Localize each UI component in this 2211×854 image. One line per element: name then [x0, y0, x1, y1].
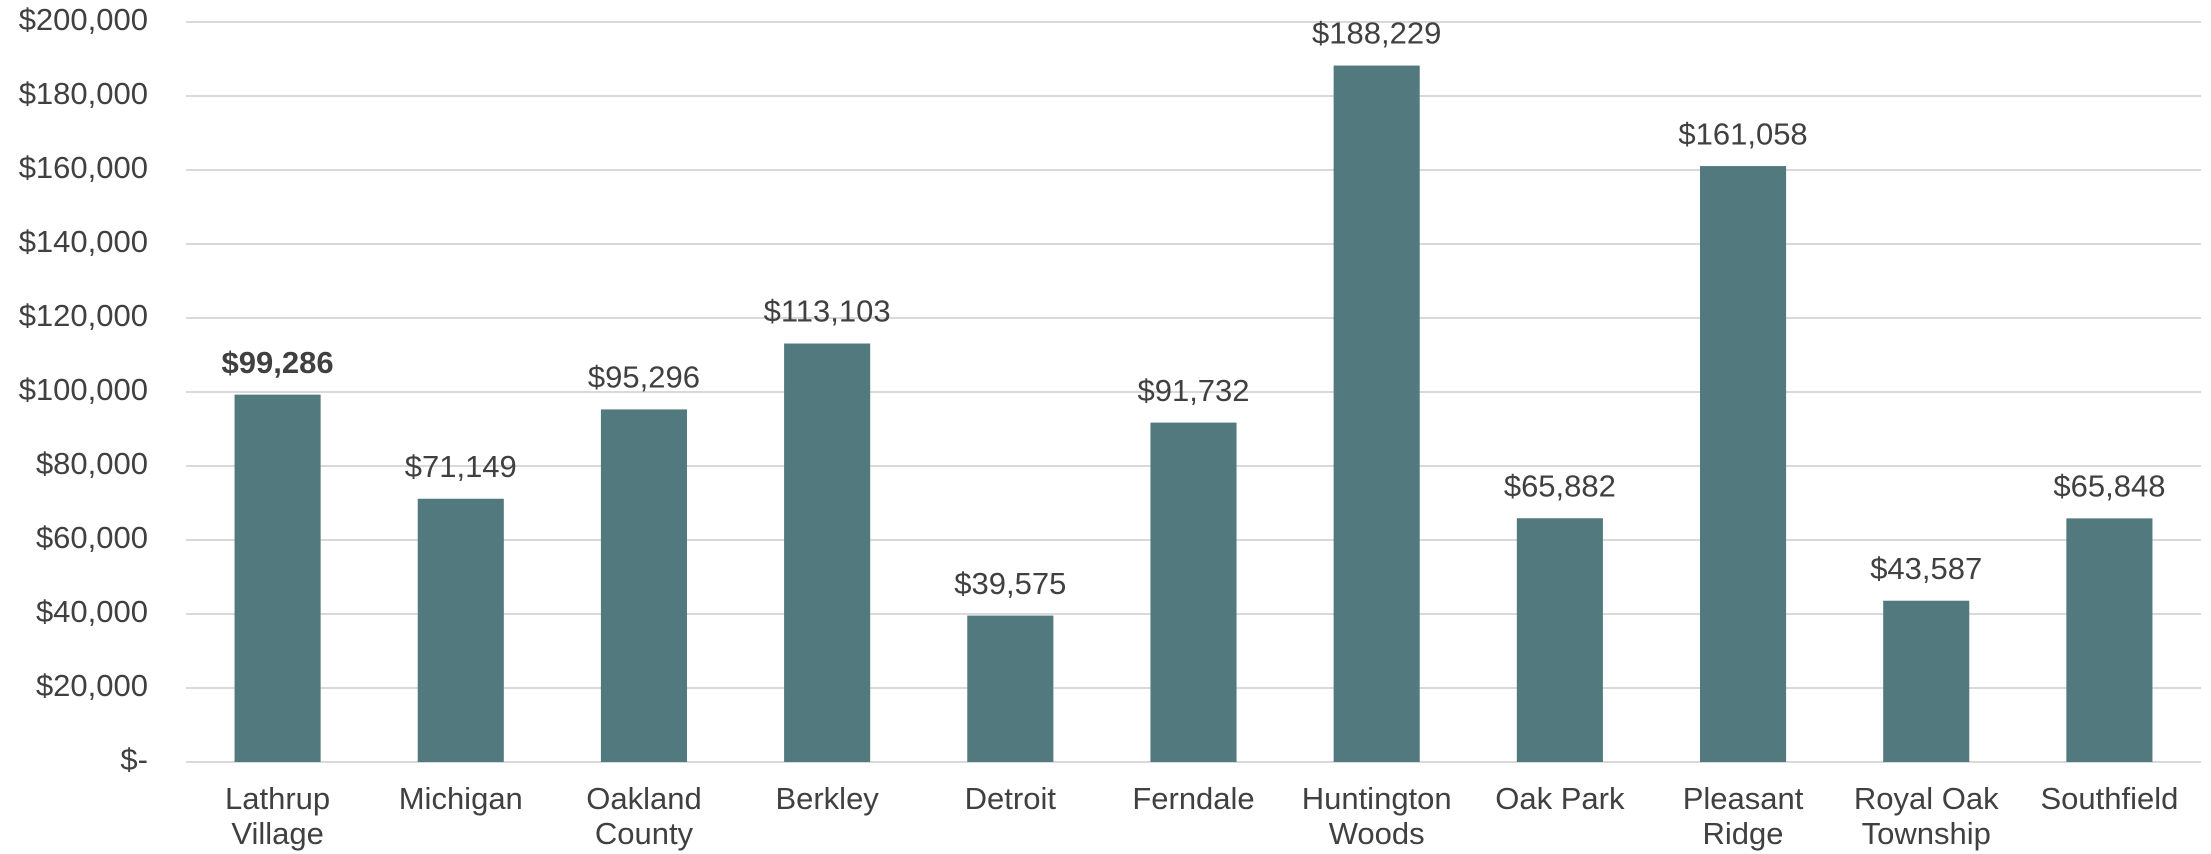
x-tick-label: Lathrup Village: [225, 781, 330, 851]
bar: [1516, 518, 1603, 762]
y-tick-label: $100,000: [19, 372, 148, 407]
data-label: $161,058: [1678, 116, 1807, 151]
bar: [784, 343, 871, 762]
x-tick-label: Huntington Woods: [1302, 781, 1452, 851]
bar: [967, 615, 1054, 762]
y-tick-label: $-: [120, 742, 148, 777]
data-label: $99,286: [222, 345, 334, 380]
y-tick-label: $200,000: [19, 2, 148, 37]
bar: [234, 394, 321, 762]
x-tick-label: Berkley: [775, 781, 879, 816]
data-label: $43,587: [1870, 551, 1982, 586]
x-tick-label: Oakland County: [586, 781, 701, 851]
x-tick-label: Ferndale: [1132, 781, 1254, 816]
bar: [2066, 518, 2153, 762]
x-tick-label: Southfield: [2040, 781, 2178, 816]
bar: [1150, 422, 1237, 762]
data-label: $188,229: [1312, 16, 1441, 51]
bar: [1333, 65, 1420, 763]
data-label: $113,103: [764, 294, 891, 329]
x-tick-label: Royal Oak Township: [1854, 781, 1999, 851]
data-label: $95,296: [588, 360, 700, 395]
bar: [1883, 600, 1970, 762]
data-label: $71,149: [405, 449, 517, 484]
bar: [600, 409, 688, 762]
data-label: $91,732: [1137, 373, 1249, 408]
data-label: $39,575: [954, 566, 1066, 601]
data-label: $65,882: [1504, 468, 1616, 503]
y-tick-label: $140,000: [19, 224, 148, 259]
x-tick-label: Oak Park: [1495, 781, 1625, 816]
y-tick-label: $180,000: [19, 76, 148, 111]
bar: [417, 498, 504, 762]
x-tick-label: Pleasant Ridge: [1683, 781, 1804, 851]
bar: [1699, 166, 1787, 763]
y-tick-label: $20,000: [36, 668, 148, 703]
y-tick-label: $80,000: [36, 446, 148, 481]
x-tick-label: Michigan: [399, 781, 523, 816]
y-tick-label: $160,000: [19, 150, 148, 185]
data-label: $65,848: [2053, 469, 2165, 504]
y-tick-label: $40,000: [36, 594, 148, 629]
y-tick-label: $120,000: [19, 298, 148, 333]
y-tick-label: $60,000: [36, 520, 148, 555]
x-tick-label: Detroit: [965, 781, 1057, 816]
